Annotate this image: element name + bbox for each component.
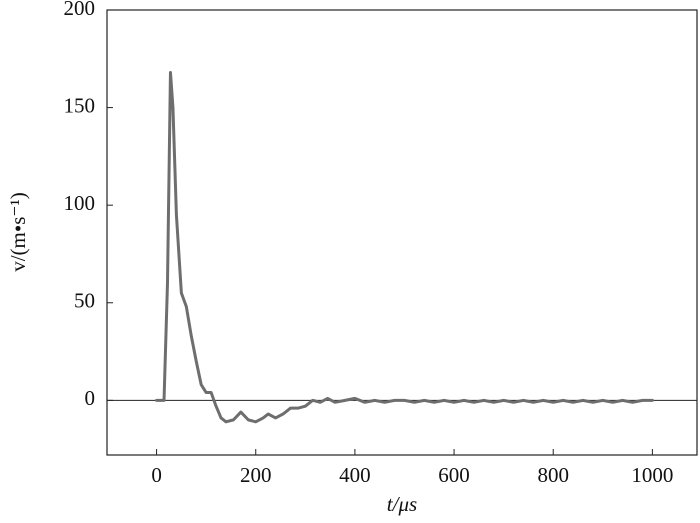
y-tick-label: 0 bbox=[85, 386, 96, 410]
x-tick-label: 0 bbox=[151, 463, 162, 487]
x-tick-label: 800 bbox=[537, 463, 569, 487]
x-axis-label: t/μs bbox=[387, 492, 417, 516]
line-series bbox=[155, 70, 654, 424]
y-tick-label: 200 bbox=[64, 0, 96, 20]
x-tick-label: 200 bbox=[240, 463, 272, 487]
x-tick-label: 600 bbox=[438, 463, 470, 487]
plot-frame bbox=[106, 9, 698, 456]
y-tick-label: 100 bbox=[64, 191, 96, 215]
x-tick-label: 400 bbox=[339, 463, 371, 487]
y-axis-label: v/(m•s⁻¹) bbox=[6, 192, 30, 272]
x-tick-label: 1000 bbox=[631, 463, 673, 487]
y-tick-label: 50 bbox=[74, 289, 95, 313]
y-tick-label: 150 bbox=[64, 93, 96, 117]
